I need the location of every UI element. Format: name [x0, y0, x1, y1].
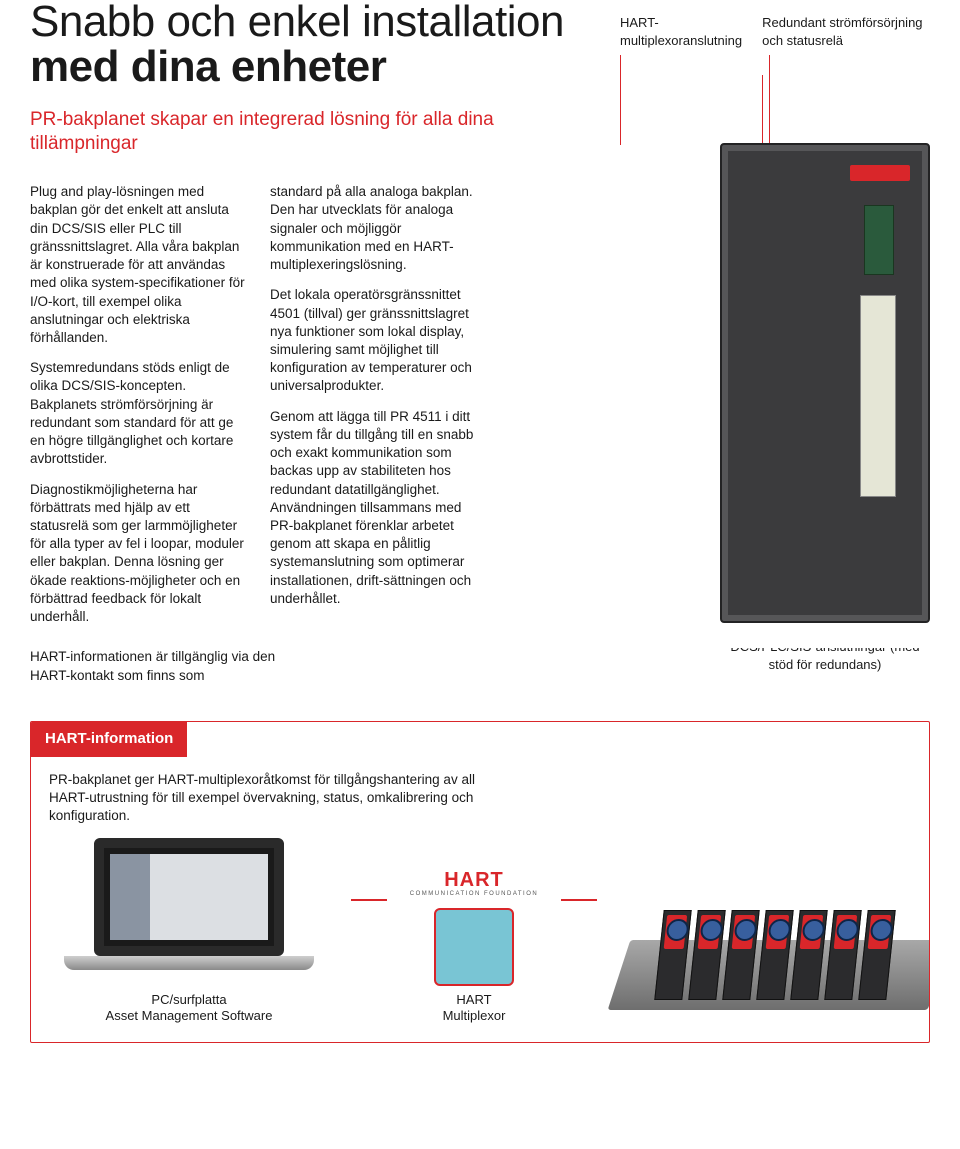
- laptop-caption-line-2: Asset Management Software: [106, 1008, 273, 1023]
- laptop-caption-line-1: PC/surfplatta: [151, 992, 226, 1007]
- leader-line-icon: [620, 55, 621, 145]
- multiplexor-icon: [434, 908, 514, 986]
- backplane-device-icon: [720, 143, 930, 623]
- hart-intro-text: PR-bakplanet ger HART-multiplexoråtkomst…: [49, 771, 489, 826]
- module-rail-icon: [619, 888, 930, 1018]
- hart-section-tag: HART-information: [31, 721, 187, 757]
- header-left: Snabb och enkel installation med dina en…: [30, 0, 590, 155]
- hart-footnote: HART-informationen är tillgänglig via de…: [30, 648, 300, 684]
- mux-caption: HART Multiplexor: [409, 992, 539, 1025]
- callout-power: Redundant strömförsörjning och statusrel…: [762, 14, 930, 145]
- callout-hart-label: HART- multiplexoranslutning: [620, 14, 742, 49]
- laptop-block: PC/surfplatta Asset Management Software: [49, 838, 329, 1025]
- callout-leader-lines: [762, 55, 930, 145]
- page-title: Snabb och enkel installation med dina en…: [30, 0, 590, 90]
- connector-line-icon: [351, 899, 387, 901]
- body-col-2: standard på alla analoga bakplan. Den ha…: [270, 183, 488, 638]
- hart-diagram: PC/surfplatta Asset Management Software …: [49, 838, 911, 1025]
- body-col-1: Plug and play-lösningen med bakplan gör …: [30, 183, 248, 638]
- below-columns-row: HART-informationen är tillgänglig via de…: [30, 648, 930, 684]
- title-line-1: Snabb och enkel installation: [30, 0, 564, 46]
- leader-line-icon: [762, 75, 763, 145]
- dcs-caption: DCS/PLC/SIS-anslutningar (med stöd för r…: [720, 648, 930, 673]
- module-rail-block: [619, 888, 930, 1024]
- body-paragraph: Plug and play-lösningen med bakplan gör …: [30, 183, 248, 347]
- body-paragraph: Det lokala operatörsgränssnittet 4501 (t…: [270, 286, 488, 395]
- callout-power-label: Redundant strömförsörjning och statusrel…: [762, 14, 930, 49]
- header-callouts: HART- multiplexoranslutning Redundant st…: [620, 0, 930, 145]
- callout-leader-lines: [620, 55, 742, 145]
- header-row: Snabb och enkel installation med dina en…: [30, 0, 930, 155]
- body-paragraph: standard på alla analoga bakplan. Den ha…: [270, 183, 488, 274]
- page-subtitle: PR-bakplanet skapar en integrerad lösnin…: [30, 108, 590, 156]
- device-terminal-icon: [864, 205, 894, 275]
- mux-caption-line-2: Multiplexor: [443, 1008, 506, 1023]
- leader-line-icon: [769, 55, 770, 145]
- body-columns: Plug and play-lösningen med bakplan gör …: [30, 183, 930, 638]
- laptop-base-icon: [64, 956, 314, 970]
- mux-caption-line-1: HART: [456, 992, 491, 1007]
- connector-line-icon: [561, 899, 597, 901]
- body-paragraph: Genom att lägga till PR 4511 i ditt syst…: [270, 408, 488, 608]
- body-paragraph: Diagnostikmöjligheterna har förbättrats …: [30, 481, 248, 627]
- body-paragraph: Systemredundans stöds enligt de olika DC…: [30, 359, 248, 468]
- callout-hart: HART- multiplexoranslutning: [620, 14, 742, 145]
- hart-logo: HART: [409, 872, 539, 888]
- laptop-icon: [64, 838, 314, 988]
- hart-section: HART-information PR-bakplanet ger HART-m…: [30, 721, 930, 1043]
- laptop-screen-icon: [94, 838, 284, 956]
- laptop-caption: PC/surfplatta Asset Management Software: [49, 992, 329, 1025]
- hart-mux-block: HART COMMUNICATION FOUNDATION HART Multi…: [409, 872, 539, 1025]
- device-image: [510, 183, 930, 638]
- title-line-2: med dina enheter: [30, 42, 386, 91]
- hart-logo-sub: COMMUNICATION FOUNDATION: [409, 890, 539, 898]
